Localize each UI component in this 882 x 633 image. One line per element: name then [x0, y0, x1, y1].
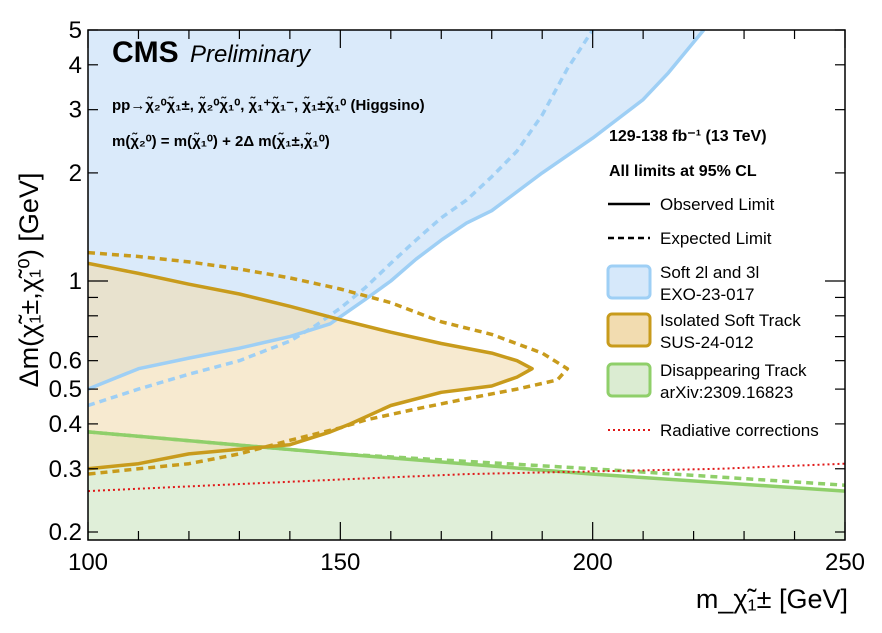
isolated-soft-track-expected-limit: [88, 250, 570, 476]
legend-soft-2l3l-line2: EXO-23-017: [660, 285, 755, 304]
isolated-soft-track-observed-limit: [88, 261, 534, 471]
radiative-corrections-line: [88, 462, 845, 493]
soft-2l3l-observed-limit: [88, 30, 706, 391]
luminosity-label: 129-138 fb⁻¹ (13 TeV): [609, 128, 767, 145]
legend: Observed Limit Expected Limit Soft 2l an…: [606, 195, 819, 440]
legend-isolated-soft-track-line1: Isolated Soft Track: [660, 311, 801, 330]
y-axis-title: Δm(χ̃₁±,χ̃₁⁰) [GeV]: [14, 173, 44, 388]
y-tick-label: 4: [69, 52, 82, 79]
y-tick-label: 0.5: [49, 376, 82, 403]
legend-disappearing-track-line2: arXiv:2309.16823: [660, 383, 793, 402]
plot-frame: [87, 29, 846, 541]
y-tick-label: 1: [69, 268, 82, 295]
disappearing-track-excluded-area: [88, 431, 845, 540]
preliminary-label: Preliminary: [190, 41, 312, 68]
y-tick-label: 0.3: [49, 456, 82, 483]
legend-disappearing-track-line1: Disappearing Track: [660, 361, 807, 380]
process-line-2: m(χ̃₂⁰) = m(χ̃₁⁰) + 2Δ m(χ̃₁±,χ̃₁⁰): [112, 132, 330, 150]
axis-tick-labels: 100 150 200 250 0.2 0.3 0.4 0.50.6 1 2 3 4 5: [49, 17, 865, 576]
y-tick-label: 5: [69, 17, 82, 44]
legend-swatch-isolated-soft-track: [606, 312, 652, 348]
disappearing-track-observed-limit: [88, 430, 845, 493]
legend-swatch-soft-2l3l: [606, 264, 652, 300]
confidence-level-note: All limits at 95% CL: [609, 163, 757, 180]
x-tick-label: 150: [320, 549, 360, 576]
y-tick-label: 3: [69, 97, 82, 124]
legend-expected-label: Expected Limit: [660, 229, 772, 248]
y-tick-label: 0.4: [49, 411, 82, 438]
soft-2l3l-expected-limit: [88, 30, 595, 408]
legend-radiative-label: Radiative corrections: [660, 421, 819, 440]
x-axis-title: m_χ̃₁± [GeV]: [696, 584, 848, 614]
y-tick-label: 0.6: [49, 348, 82, 375]
y-tick-label: 2: [69, 160, 82, 187]
x-tick-label: 200: [573, 549, 613, 576]
limit-lines: [88, 30, 845, 493]
y-tick-label: 0.2: [49, 519, 82, 546]
cms-logo-text: CMS: [112, 36, 179, 69]
legend-isolated-soft-track-line2: SUS-24-012: [660, 333, 754, 352]
x-tick-label: 100: [68, 549, 108, 576]
process-line-1: pp→χ̃₂⁰χ̃₁±, χ̃₂⁰χ̃₁⁰, χ̃₁⁺χ̃₁⁻, χ̃₁±χ̃₁…: [112, 96, 425, 114]
legend-soft-2l3l-line1: Soft 2l and 3l: [660, 263, 759, 282]
legend-observed-label: Observed Limit: [660, 195, 775, 214]
x-tick-label: 250: [825, 549, 865, 576]
isolated-soft-track-excluded-area: [88, 263, 533, 469]
legend-swatch-disappearing-track: [606, 362, 652, 398]
exclusion-regions: [88, 30, 845, 540]
axis-ticks: [87, 29, 846, 540]
